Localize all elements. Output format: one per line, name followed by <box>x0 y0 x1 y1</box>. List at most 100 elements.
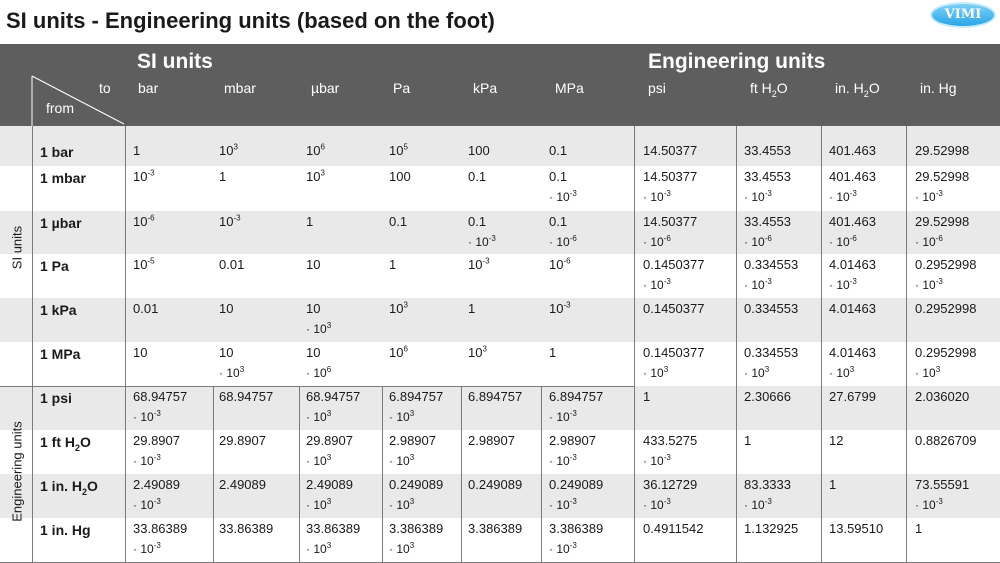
cell-exponent: -3 <box>153 497 161 506</box>
table-cell: 103 <box>306 167 325 187</box>
cell-value: 33.86389 <box>306 521 361 536</box>
grid-line <box>125 126 126 563</box>
table-cell: 106 <box>389 343 408 363</box>
cell-multiplier: · 10-3 <box>915 187 969 207</box>
table-cell: 100 <box>468 141 490 161</box>
vimi-logo: VIMI <box>930 2 996 28</box>
table-cell: 6.894757 · 10-3 <box>549 387 603 427</box>
cell-value: 0.8826709 <box>915 433 977 448</box>
row-label: 1 ft H2O <box>40 434 91 453</box>
table-cell: 29.52998 · 10-3 <box>915 167 969 207</box>
cell-value: 0.249089 <box>549 477 604 492</box>
multiplier-prefix: · 10 <box>744 190 765 204</box>
cell-exponent: -3 <box>764 277 772 286</box>
cell-value: 4.01463 <box>829 257 876 272</box>
table-cell: 0.01 <box>219 255 244 275</box>
table-cell: 83.3333 · 10-3 <box>744 475 791 515</box>
cell-exponent: -3 <box>153 409 161 418</box>
multiplier-prefix: · 10 <box>744 498 765 512</box>
table-cell: 1 <box>133 141 140 161</box>
table-cell: 105 <box>389 141 408 161</box>
column-header-3: Pa <box>393 80 410 96</box>
cell-value: 29.8907 <box>306 433 353 448</box>
cell-exponent: -3 <box>849 277 857 286</box>
cell-exponent: 3 <box>403 300 408 310</box>
row-label: 1 in. H2O <box>40 478 98 496</box>
cell-exponent: 5 <box>403 142 408 152</box>
cell-value: 0.249089 <box>468 477 523 492</box>
header-spacer-band <box>0 126 1000 140</box>
row-label: 1 in. Hg <box>40 522 91 538</box>
cell-exponent: 6 <box>326 365 332 374</box>
multiplier-prefix: · 10 <box>829 366 850 380</box>
multiplier-prefix: · 10 <box>306 498 327 512</box>
cell-value: 1 <box>219 169 227 184</box>
cell-exponent: 6 <box>403 344 408 354</box>
table-cell: 10-6 <box>549 255 571 275</box>
table-cell: 36.12729 · 10-3 <box>643 475 697 515</box>
cell-multiplier: · 103 <box>306 407 360 427</box>
table-cell: 0.334553 · 10-3 <box>744 255 798 295</box>
table-cell: 33.4553 · 10-3 <box>744 167 791 207</box>
label-text: 1 in. Hg <box>40 522 91 538</box>
multiplier-prefix: · 10 <box>133 542 154 556</box>
label-text: µbar <box>311 80 340 96</box>
row-label: 1 mbar <box>40 170 86 186</box>
label-text: Pa <box>393 80 411 96</box>
table-cell: 1 <box>829 475 836 495</box>
cell-value: 3.386389 <box>549 521 604 536</box>
cell-value: 29.52998 <box>915 214 970 229</box>
column-header-6: psi <box>648 80 666 96</box>
table-cell: 14.50377 · 10-3 <box>643 167 697 207</box>
row-label: 1 psi <box>40 390 72 406</box>
label-text: ft H <box>750 80 772 96</box>
cell-multiplier: · 103 <box>389 407 443 427</box>
cell-value: 14.50377 <box>643 214 698 229</box>
column-header-7: ft H2O <box>750 80 788 99</box>
table-cell: 1 <box>306 212 313 232</box>
from-label: from <box>46 100 74 116</box>
cell-value: 0.01 <box>133 301 159 316</box>
table-cell: 33.86389 <box>219 519 273 539</box>
cell-exponent: -3 <box>663 453 671 462</box>
cell-value: 6.894757 <box>468 389 523 404</box>
cell-value: 33.4553 <box>744 169 791 184</box>
multiplier-prefix: · 10 <box>829 190 850 204</box>
cell-exponent: 3 <box>409 409 415 418</box>
grid-line <box>213 386 214 563</box>
cell-value: 68.94757 <box>219 389 274 404</box>
cell-value: 0.249089 <box>389 477 444 492</box>
cell-value: 83.3333 <box>744 477 791 492</box>
cell-value: 10 <box>468 345 483 360</box>
table-cell: 1 <box>915 519 922 539</box>
table-cell: 4.01463 <box>829 299 876 319</box>
engineering-units-group-heading: Engineering units <box>648 50 826 73</box>
cell-value: 10 <box>389 143 404 158</box>
table-cell: 0.1 <box>549 141 567 161</box>
cell-value: 0.334553 <box>744 301 799 316</box>
label-text: 1 ft H <box>40 434 75 450</box>
subscript: 2 <box>75 442 81 453</box>
table-cell: 33.86389 · 103 <box>306 519 360 559</box>
cell-exponent: -3 <box>563 300 571 310</box>
table-cell: 73.55591 · 10-3 <box>915 475 969 515</box>
table-cell: 33.4553 · 10-6 <box>744 212 791 252</box>
cell-exponent: -3 <box>147 168 155 178</box>
cell-value: 0.1 <box>549 143 568 158</box>
multiplier-prefix: · 10 <box>915 278 936 292</box>
table-cell: 0.249089 · 103 <box>389 475 443 515</box>
cell-value: 0.1450377 <box>643 301 705 316</box>
cell-value: 10 <box>219 301 234 316</box>
page-title: SI units - Engineering units (based on t… <box>6 8 495 33</box>
table-cell: 29.52998 · 10-6 <box>915 212 969 252</box>
table-cell: 106 <box>306 141 325 161</box>
cell-multiplier: · 10-6 <box>549 232 577 252</box>
table-cell: 2.30666 <box>744 387 791 407</box>
multiplier-prefix: · 10 <box>643 190 664 204</box>
subscript: 2 <box>771 88 777 99</box>
cell-value: 29.52998 <box>915 143 970 158</box>
cell-multiplier: · 103 <box>829 363 876 383</box>
cell-value: 401.463 <box>829 143 876 158</box>
multiplier-prefix: · 10 <box>549 235 570 249</box>
label-text: 1 kPa <box>40 302 77 318</box>
